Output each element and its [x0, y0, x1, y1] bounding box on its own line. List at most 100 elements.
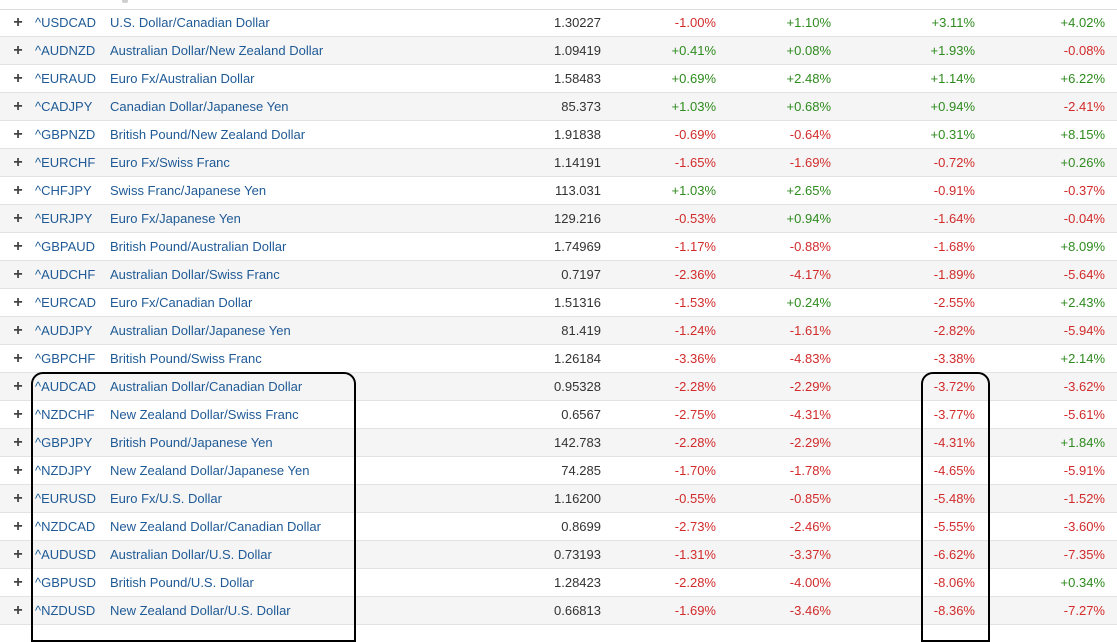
expand-plus-icon[interactable]: + — [13, 518, 23, 535]
expand-plus-icon[interactable]: + — [13, 546, 23, 563]
symbol-link[interactable]: ^EURUSD — [35, 491, 96, 506]
pair-name-link[interactable]: U.S. Dollar/Canadian Dollar — [110, 15, 270, 30]
expand-plus-icon[interactable]: + — [13, 126, 23, 143]
expand-plus-icon[interactable]: + — [13, 378, 23, 395]
pair-name-link[interactable]: British Pound/Australian Dollar — [110, 239, 287, 254]
symbol-link[interactable]: ^USDCAD — [35, 15, 96, 30]
expand-plus-icon[interactable]: + — [13, 350, 23, 367]
table-row[interactable]: + ^GBPAUD British Pound/Australian Dollar 1… — [0, 233, 1117, 261]
symbol-link[interactable]: ^EURCHF — [35, 155, 96, 170]
pair-name-link[interactable]: Australian Dollar/New Zealand Dollar — [110, 43, 324, 58]
symbol-link[interactable]: ^NZDUSD — [35, 603, 96, 618]
table-row[interactable]: + ^CADJPY Canadian Dollar/Japanese Yen 85.3… — [0, 93, 1117, 121]
table-row[interactable]: + ^GBPUSD British Pound/U.S. Dollar 1.28423… — [0, 569, 1117, 597]
last-price: 129.216 — [554, 211, 601, 226]
expand-plus-icon[interactable]: + — [13, 322, 23, 339]
pair-name-link[interactable]: New Zealand Dollar/Canadian Dollar — [110, 519, 321, 534]
percent-change-2: -2.29% — [789, 379, 831, 394]
pair-name-link[interactable]: Australian Dollar/Swiss Franc — [110, 267, 280, 282]
pair-name-link[interactable]: New Zealand Dollar/U.S. Dollar — [110, 603, 291, 618]
symbol-link[interactable]: ^AUDCAD — [35, 379, 96, 394]
expand-plus-icon[interactable]: + — [13, 462, 23, 479]
percent-change-2: -4.17% — [789, 267, 831, 282]
pair-name-link[interactable]: Euro Fx/Australian Dollar — [110, 71, 255, 86]
table-row[interactable]: + ^NZDJPY New Zealand Dollar/Japanese Yen 7… — [0, 457, 1117, 485]
expand-plus-icon[interactable]: + — [13, 98, 23, 115]
table-row[interactable]: + ^AUDNZD Australian Dollar/New Zealand Do… — [0, 37, 1117, 65]
table-row[interactable]: + ^GBPNZD British Pound/New Zealand Dollar… — [0, 121, 1117, 149]
pair-name-link[interactable]: Euro Fx/Swiss Franc — [110, 155, 230, 170]
pair-name-link[interactable]: Euro Fx/Japanese Yen — [110, 211, 241, 226]
percent-change-3: -3.72% — [933, 379, 975, 394]
table-row[interactable]: + ^GBPJPY British Pound/Japanese Yen 142.78… — [0, 429, 1117, 457]
percent-change-3: +1.93% — [930, 43, 975, 58]
pair-name-link[interactable]: Australian Dollar/U.S. Dollar — [110, 547, 272, 562]
table-row[interactable]: + ^GBPCHF British Pound/Swiss Franc 1.26184… — [0, 345, 1117, 373]
percent-change-2: -0.64% — [789, 127, 831, 142]
symbol-link[interactable]: ^GBPUSD — [35, 575, 97, 590]
expand-plus-icon[interactable]: + — [13, 182, 23, 199]
symbol-link[interactable]: ^EURJPY — [35, 211, 93, 226]
symbol-link[interactable]: ^NZDCAD — [35, 519, 96, 534]
expand-plus-icon[interactable]: + — [13, 266, 23, 283]
pair-name-link[interactable]: Euro Fx/U.S. Dollar — [110, 491, 222, 506]
table-row[interactable]: + ^NZDCAD New Zealand Dollar/Canadian Doll… — [0, 513, 1117, 541]
symbol-link[interactable]: ^GBPJPY — [35, 435, 93, 450]
expand-plus-icon[interactable]: + — [13, 154, 23, 171]
expand-plus-icon[interactable]: + — [13, 42, 23, 59]
table-row[interactable]: + ^NZDCHF New Zealand Dollar/Swiss Franc 0.… — [0, 401, 1117, 429]
expand-plus-icon[interactable]: + — [13, 574, 23, 591]
expand-plus-icon[interactable]: + — [13, 70, 23, 87]
percent-change-1: +1.03% — [671, 99, 716, 114]
expand-plus-icon[interactable]: + — [13, 238, 23, 255]
table-row[interactable]: + ^AUDCHF Australian Dollar/Swiss Franc 0.7… — [0, 261, 1117, 289]
symbol-link[interactable]: ^EURCAD — [35, 295, 96, 310]
percent-change-4: +4.02% — [1060, 15, 1105, 30]
expand-plus-icon[interactable]: + — [13, 490, 23, 507]
table-row[interactable]: + ^EURAUD Euro Fx/Australian Dollar 1.58483… — [0, 65, 1117, 93]
table-row[interactable]: + ^CHFJPY Swiss Franc/Japanese Yen 113.031 +… — [0, 177, 1117, 205]
symbol-link[interactable]: ^GBPCHF — [35, 351, 96, 366]
table-row[interactable]: + ^EURCAD Euro Fx/Canadian Dollar 1.51316 -1… — [0, 289, 1117, 317]
table-row[interactable]: + ^EURCHF Euro Fx/Swiss Franc 1.14191 -1.65%… — [0, 149, 1117, 177]
table-row[interactable]: + ^USDCAD U.S. Dollar/Canadian Dollar 1.302… — [0, 9, 1117, 37]
pair-name-link[interactable]: Euro Fx/Canadian Dollar — [110, 295, 253, 310]
expand-plus-icon[interactable]: + — [13, 294, 23, 311]
table-row[interactable]: + ^AUDCAD Australian Dollar/Canadian Dolla… — [0, 373, 1117, 401]
expand-plus-icon[interactable]: + — [13, 434, 23, 451]
table-row[interactable]: + ^EURUSD Euro Fx/U.S. Dollar 1.16200 -0.55%… — [0, 485, 1117, 513]
symbol-link[interactable]: ^AUDNZD — [35, 43, 96, 58]
pair-name-link[interactable]: Swiss Franc/Japanese Yen — [110, 183, 267, 198]
pair-name-link[interactable]: Canadian Dollar/Japanese Yen — [110, 99, 289, 114]
table-row[interactable]: + ^NZDUSD New Zealand Dollar/U.S. Dollar 0.… — [0, 597, 1117, 625]
symbol-link[interactable]: ^AUDUSD — [35, 547, 96, 562]
symbol-link[interactable]: ^EURAUD — [35, 71, 96, 86]
symbol-link[interactable]: ^CADJPY — [35, 99, 93, 114]
pair-name-link[interactable]: British Pound/U.S. Dollar — [110, 575, 254, 590]
pair-name-link[interactable]: British Pound/New Zealand Dollar — [110, 127, 306, 142]
table-row[interactable]: + ^AUDUSD Australian Dollar/U.S. Dollar 0.7… — [0, 541, 1117, 569]
percent-change-4: +6.22% — [1060, 71, 1105, 86]
symbol-link[interactable]: ^NZDCHF — [35, 407, 95, 422]
symbol-link[interactable]: ^GBPAUD — [35, 239, 96, 254]
expand-plus-icon[interactable]: + — [13, 14, 23, 31]
percent-change-1: -2.28% — [674, 379, 716, 394]
symbol-link[interactable]: ^NZDJPY — [35, 463, 92, 478]
symbol-link[interactable]: ^GBPNZD — [35, 127, 96, 142]
symbol-link[interactable]: ^CHFJPY — [35, 183, 92, 198]
symbol-link[interactable]: ^AUDJPY — [35, 323, 93, 338]
pair-name-link[interactable]: British Pound/Japanese Yen — [110, 435, 273, 450]
percent-change-2: -0.88% — [789, 239, 831, 254]
table-row[interactable]: + ^AUDJPY Australian Dollar/Japanese Yen 81… — [0, 317, 1117, 345]
pair-name-link[interactable]: Australian Dollar/Japanese Yen — [110, 323, 291, 338]
pair-name-link[interactable]: New Zealand Dollar/Swiss Franc — [110, 407, 299, 422]
pair-name-link[interactable]: Australian Dollar/Canadian Dollar — [110, 379, 303, 394]
pair-name-link[interactable]: New Zealand Dollar/Japanese Yen — [110, 463, 310, 478]
pair-name-link[interactable]: British Pound/Swiss Franc — [110, 351, 262, 366]
expand-plus-icon[interactable]: + — [13, 210, 23, 227]
percent-change-4: -5.61% — [1063, 407, 1105, 422]
symbol-link[interactable]: ^AUDCHF — [35, 267, 96, 282]
expand-plus-icon[interactable]: + — [13, 602, 23, 619]
table-row[interactable]: + ^EURJPY Euro Fx/Japanese Yen 129.216 -0.53… — [0, 205, 1117, 233]
expand-plus-icon[interactable]: + — [13, 406, 23, 423]
